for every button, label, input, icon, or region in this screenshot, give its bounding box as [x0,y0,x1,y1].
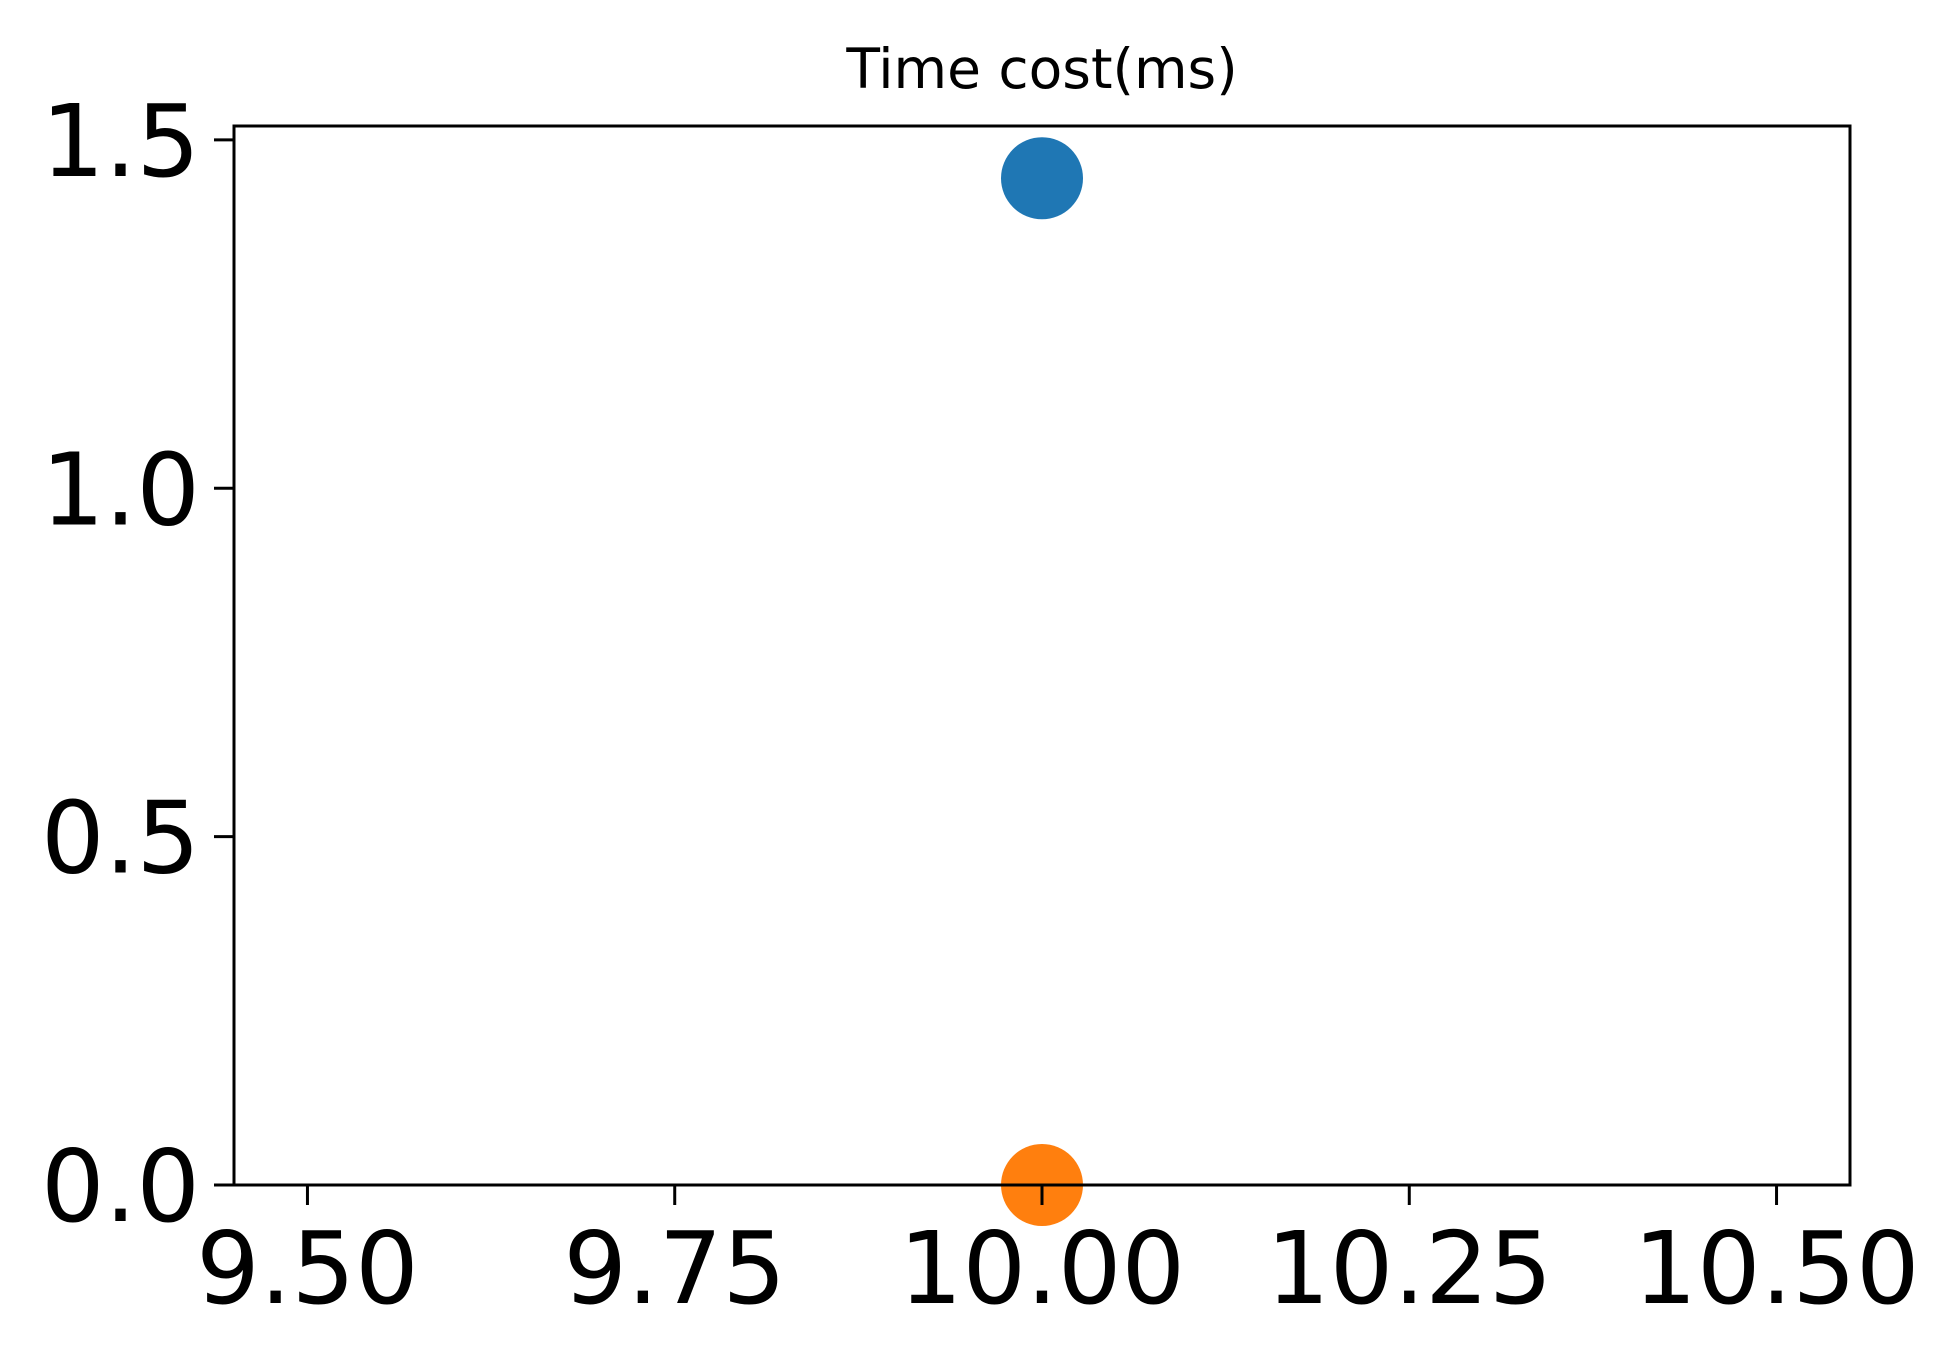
x-tick-label: 10.25 [1266,1210,1552,1327]
x-tick-label: 10.00 [899,1210,1185,1327]
x-axis: 9.50 9.75 10.00 10.25 10.50 [196,1185,1920,1327]
x-tick-label: 9.75 [563,1210,786,1327]
plot-marks [1001,137,1083,1226]
y-tick-label: 1.0 [41,431,200,548]
data-point-series-1 [1001,137,1083,220]
y-axis: 0.0 0.5 1.0 1.5 [41,83,234,1245]
chart-title: Time cost(ms) [845,37,1237,101]
x-tick-label: 9.50 [196,1210,419,1327]
y-tick-label: 1.5 [41,83,200,200]
x-tick-label: 10.50 [1633,1210,1919,1327]
y-tick-label: 0.0 [41,1128,200,1245]
y-tick-label: 0.5 [41,780,200,897]
plot-frame [232,124,1852,1187]
